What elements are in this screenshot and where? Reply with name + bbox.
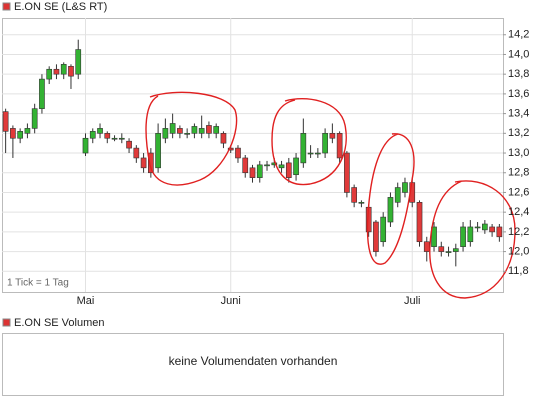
candle-body <box>140 157 147 169</box>
candle-body <box>89 131 96 139</box>
candle-body <box>300 133 307 164</box>
annotation-circle <box>429 180 516 299</box>
candle-body <box>39 78 45 109</box>
annotation-circle <box>145 91 238 186</box>
candle-body <box>46 68 53 80</box>
candle-body <box>31 108 38 129</box>
y-tick-label: 13,8 <box>508 68 529 80</box>
candle-body <box>452 248 459 252</box>
candle-body <box>206 125 212 134</box>
candle-body <box>133 147 140 159</box>
candle-body <box>438 246 445 252</box>
candle-body <box>271 162 278 166</box>
annotation-circle <box>271 98 347 186</box>
candle-body <box>2 111 9 132</box>
candle-body <box>126 140 132 149</box>
candle-body <box>227 147 234 151</box>
candle-body <box>496 226 503 238</box>
candle-body <box>68 65 74 77</box>
candle-body <box>467 226 474 243</box>
candle-body <box>278 164 285 169</box>
candle-body <box>256 164 263 178</box>
tick-note: 1 Tick = 1 Tag <box>7 278 69 289</box>
y-tick-label: 12,2 <box>508 226 529 238</box>
candle-body <box>155 133 161 169</box>
candle-body <box>213 126 220 134</box>
candle-body <box>220 133 227 144</box>
candle-body <box>24 128 31 134</box>
candle-body <box>148 152 154 174</box>
candle-body <box>249 167 256 178</box>
candle-body <box>394 187 401 203</box>
candle-body <box>482 223 488 231</box>
chart-title: E.ON SE (L&S RT) <box>14 1 107 13</box>
volume-message: keine Volumendaten vorhanden <box>169 354 338 368</box>
candle-body <box>242 157 249 174</box>
candle-body <box>474 226 481 229</box>
candle-body <box>402 182 408 193</box>
candle-body <box>169 123 176 134</box>
candle-body <box>235 147 241 159</box>
candle-body <box>293 157 299 176</box>
candle-body <box>118 137 125 140</box>
title-marker <box>2 2 11 11</box>
candle-body <box>162 128 169 139</box>
y-tick-label: 14,2 <box>508 29 529 41</box>
candle-body <box>358 202 365 204</box>
volume-marker <box>2 318 11 327</box>
candle-body <box>191 126 198 134</box>
candle-body <box>97 128 103 134</box>
candle-body <box>104 133 111 139</box>
candle-body <box>285 162 292 178</box>
y-tick-label: 11,8 <box>508 265 529 277</box>
y-tick-label: 13,2 <box>508 127 529 139</box>
y-tick-label: 13,0 <box>508 147 529 159</box>
candle-body <box>431 226 437 247</box>
volume-frame <box>2 333 504 396</box>
candle-body <box>53 68 60 75</box>
candle-body <box>322 133 328 154</box>
annotations <box>145 91 516 299</box>
candle-body <box>17 131 23 139</box>
candle-body <box>423 241 430 252</box>
candle-body <box>489 226 495 233</box>
y-tick-label: 12,4 <box>508 206 529 218</box>
candle-body <box>198 128 205 134</box>
candle-body <box>60 64 67 75</box>
candle-body <box>10 128 16 139</box>
candle-body <box>177 128 183 134</box>
candle-body <box>387 197 394 223</box>
candle-body <box>460 226 466 247</box>
candles <box>2 39 503 267</box>
volume-title: E.ON SE Volumen <box>14 317 105 329</box>
y-tick-label: 14,0 <box>508 48 529 60</box>
y-tick-label: 12,8 <box>508 167 529 179</box>
y-tick-label: 13,6 <box>508 88 529 100</box>
candle-body <box>82 137 89 154</box>
y-tick-label: 12,6 <box>508 186 529 198</box>
annotation-circle <box>366 133 415 265</box>
candle-body <box>373 221 379 252</box>
candle-body <box>75 49 82 75</box>
candle-body <box>336 133 343 159</box>
candle-body <box>380 216 387 243</box>
candle-body <box>351 187 357 203</box>
candle-body <box>329 133 336 139</box>
x-tick-label: Juni <box>221 295 241 307</box>
y-tick-label: 12,0 <box>508 245 529 257</box>
candle-body <box>264 164 270 167</box>
plot-frame <box>2 18 504 293</box>
candle-body <box>315 152 321 155</box>
candle-body <box>445 251 452 253</box>
x-tick-label: Mai <box>77 295 95 307</box>
y-tick-label: 13,4 <box>508 108 529 120</box>
x-tick-label: Juli <box>404 295 421 307</box>
candle-body <box>307 152 314 155</box>
candle-body <box>344 152 350 193</box>
candle-body <box>111 137 118 140</box>
candle-body <box>416 202 423 243</box>
candle-body <box>184 133 190 135</box>
